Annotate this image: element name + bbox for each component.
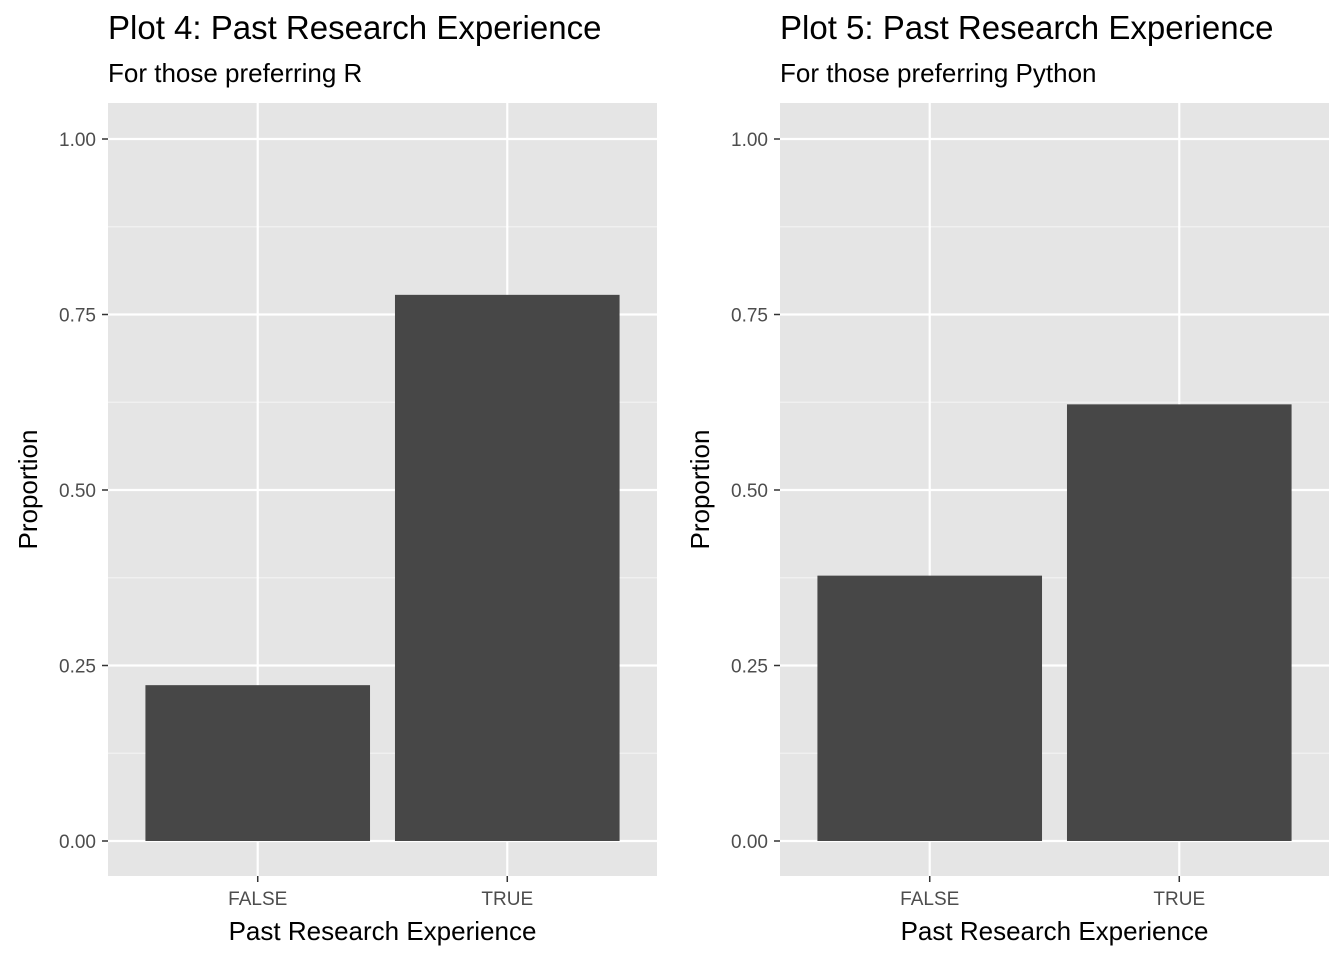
chart-subtitle: For those preferring Python [780,58,1097,88]
y-tick-label: 0.75 [59,306,96,327]
bar-false [145,685,371,841]
x-tick-label: TRUE [1153,889,1205,910]
y-tick-label: 0.50 [59,481,96,502]
y-tick-label: 0.25 [731,657,768,678]
bar-true [394,294,620,841]
y-axis-label: Proportion [13,430,43,550]
x-axis-label: Past Research Experience [229,916,537,946]
x-tick-label: FALSE [900,889,959,910]
chart-panel-4: 0.00 0.25 0.50 0.75 1.00 FALSE TRUE Plot 4: Pas… [13,9,657,946]
y-tick-label: 1.00 [59,130,96,151]
bar-false [817,575,1043,841]
x-tick-label: FALSE [228,889,287,910]
chart-subtitle: For those preferring R [108,58,362,88]
chart-title: Plot 4: Past Research Experience [108,9,601,46]
y-tick-label: 0.75 [731,306,768,327]
chart-title: Plot 5: Past Research Experience [780,9,1273,46]
y-tick-label: 0.00 [59,832,96,853]
y-tick-label: 0.25 [59,657,96,678]
y-tick-label: 0.00 [731,832,768,853]
y-tick-label: 0.50 [731,481,768,502]
chart-panel-5: 0.00 0.25 0.50 0.75 1.00 FALSE TRUE Plot 5: Pas… [685,9,1329,946]
x-axis-label: Past Research Experience [901,916,1209,946]
y-tick-label: 1.00 [731,130,768,151]
x-tick-label: TRUE [481,889,533,910]
bar-true [1066,404,1292,841]
y-axis-label: Proportion [685,430,715,550]
